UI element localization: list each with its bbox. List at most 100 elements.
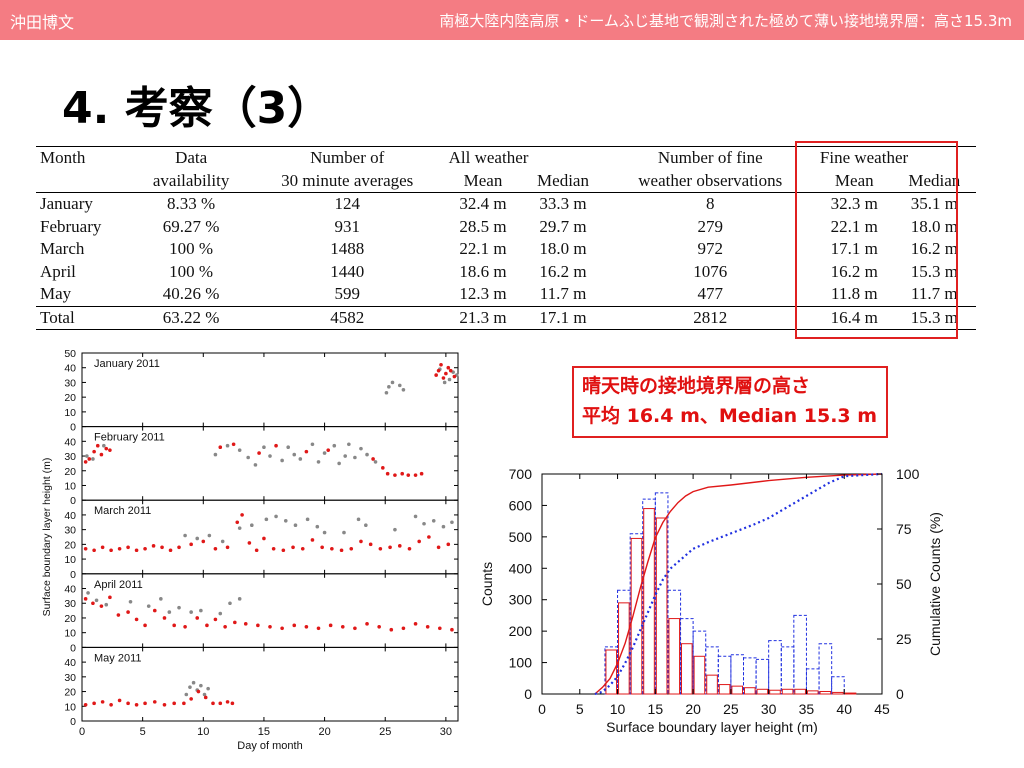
- col-fine-obs: Number of fine: [657, 148, 763, 167]
- histogram-bar-fine: [794, 688, 806, 695]
- table-cell-fine_obs: 1076: [693, 261, 728, 281]
- data-point-other: [225, 443, 230, 448]
- data-point-other: [199, 683, 203, 688]
- histogram-bar-fine: [756, 688, 769, 695]
- table-cell-all_mean: 12.3 m: [459, 284, 507, 303]
- data-point-fine: [419, 471, 424, 476]
- data-point-fine: [126, 701, 130, 706]
- x-tick-label: 20: [685, 701, 701, 717]
- data-point-other: [359, 446, 363, 451]
- data-point-fine: [381, 466, 385, 470]
- data-point-other: [280, 458, 284, 463]
- table-cell-avail: 8.33 %: [167, 194, 216, 213]
- table-cell-num: 931: [334, 216, 360, 236]
- slide-title: 4. 考察（3）: [62, 83, 332, 134]
- data-point-fine: [108, 448, 112, 452]
- histogram-bar-fine: [693, 655, 706, 695]
- data-point-other: [159, 597, 163, 601]
- y-tick-label: 0: [70, 569, 76, 581]
- data-point-other: [213, 452, 218, 457]
- data-point-fine: [365, 622, 369, 626]
- table-cell-month: May: [40, 284, 72, 303]
- data-point-fine: [189, 697, 193, 701]
- x-tick-label: 30: [440, 726, 452, 738]
- histogram-bar-all: [679, 618, 694, 695]
- data-point-fine: [274, 443, 278, 448]
- histogram-bar-all: [705, 646, 719, 695]
- table-cell-month: January: [40, 194, 93, 213]
- data-point-fine: [109, 703, 113, 707]
- y-tick-label: 0: [70, 495, 76, 507]
- result-callout: 晴天時の接地境界層の高さ 平均 16.4 m、Median 15.3 m: [572, 366, 888, 438]
- histogram-bar-fine: [630, 537, 643, 695]
- histogram-bar-fine: [618, 602, 630, 695]
- table-cell-fine_median: 15.3 m: [910, 307, 958, 327]
- histogram-bar-fine: [781, 688, 794, 695]
- data-point-fine: [353, 626, 357, 631]
- data-point-other: [283, 519, 288, 523]
- data-point-fine: [292, 623, 297, 628]
- data-point-fine: [108, 595, 112, 600]
- table-cell-month: February: [40, 216, 102, 236]
- table-cell-fine_obs: 279: [697, 216, 724, 236]
- y-tick-label: 600: [509, 497, 533, 513]
- data-point-fine: [425, 624, 430, 629]
- data-point-fine: [92, 548, 96, 553]
- data-point-fine: [316, 626, 321, 631]
- data-point-fine: [117, 698, 122, 703]
- data-point-fine: [417, 539, 421, 544]
- data-point-other: [293, 523, 298, 528]
- y-tick-label: 30: [64, 377, 76, 389]
- data-point-fine: [304, 449, 309, 454]
- col-month: Month: [40, 148, 86, 167]
- data-point-other: [86, 591, 90, 595]
- data-point-other: [286, 445, 290, 450]
- x-tick-label: 45: [874, 701, 890, 717]
- data-point-other: [401, 388, 406, 392]
- y-tick-label: 30: [64, 451, 76, 463]
- table-cell-all_mean: 21.3 m: [459, 307, 507, 327]
- data-point-fine: [330, 546, 334, 551]
- data-point-other: [422, 521, 426, 526]
- data-point-fine: [152, 700, 157, 704]
- y-tick-label: 400: [509, 560, 533, 576]
- y-tick-label: 40: [64, 436, 76, 448]
- data-point-other: [237, 448, 242, 452]
- y-tick-label: 10: [64, 480, 76, 492]
- table-cell-fine_mean: 16.2 m: [830, 261, 878, 281]
- col-observations: weather observations: [638, 170, 783, 190]
- table-cell-fine_obs: 972: [697, 239, 724, 258]
- statistics-table: Month Data Number of All weather Number …: [36, 146, 976, 330]
- y-tick-label: 200: [509, 623, 533, 639]
- histogram-bar-fine: [706, 674, 718, 695]
- data-point-other: [364, 523, 368, 528]
- data-point-other: [274, 514, 278, 519]
- data-point-other: [220, 539, 225, 544]
- data-point-fine: [281, 548, 286, 553]
- presentation-title: 南極大陸内陸高原・ドームふじ基地で観測された極めて薄い接地境界層：高さ15.3m: [439, 12, 1012, 30]
- data-point-other: [237, 597, 242, 601]
- x-tick-label: 0: [79, 726, 85, 738]
- data-point-fine: [291, 545, 295, 550]
- data-point-fine: [225, 700, 230, 704]
- data-point-other: [365, 452, 369, 457]
- histogram-bar-all: [617, 589, 631, 695]
- x-tick-label: 40: [836, 701, 852, 717]
- data-point-fine: [235, 520, 240, 525]
- data-point-fine: [452, 374, 457, 379]
- panel-label: May 2011: [94, 652, 142, 664]
- data-point-fine: [218, 445, 223, 450]
- data-point-fine: [92, 701, 96, 706]
- table-cell-fine_mean: 32.3 m: [830, 194, 878, 213]
- col-fine-median: Median: [908, 170, 961, 190]
- data-point-fine: [280, 626, 284, 631]
- data-point-other: [298, 457, 303, 461]
- data-point-other: [246, 455, 250, 460]
- data-point-fine: [189, 542, 193, 547]
- y-tick-label: 700: [509, 466, 533, 482]
- data-point-other: [264, 517, 269, 522]
- data-point-fine: [427, 535, 431, 539]
- y-tick-label: 0: [70, 422, 76, 434]
- y-tick-label: 40: [64, 510, 76, 522]
- table-cell-all_median: 17.1 m: [539, 307, 587, 327]
